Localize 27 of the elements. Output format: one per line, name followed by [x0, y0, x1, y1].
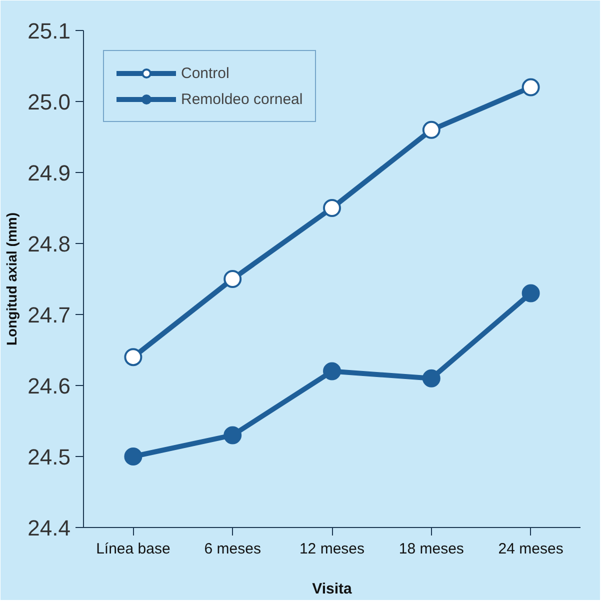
point [124, 448, 142, 466]
y-tick-label: 24.5 [28, 444, 71, 470]
point [522, 284, 540, 302]
x-axis-title: Visita [312, 580, 353, 598]
point [422, 120, 440, 139]
legend-label: Control [181, 64, 230, 82]
y-tick-label: 25.0 [28, 90, 71, 114]
y-tick-label: 24.6 [28, 374, 71, 398]
y-tick-label: 25.1 [28, 18, 71, 44]
y-tick-label: 24.9 [28, 160, 71, 186]
x-tick-label: 12 meses [299, 540, 365, 558]
point [323, 362, 341, 380]
x-tick-label: 6 meses [204, 540, 261, 558]
point [422, 369, 440, 388]
point [224, 270, 242, 288]
point [124, 348, 142, 366]
y-tick-label: 24.7 [28, 302, 71, 328]
x-tick-label: 18 meses [398, 540, 464, 558]
x-tick-label: Línea base [96, 540, 170, 558]
point [522, 78, 540, 96]
x-tick-label: 24 meses [498, 540, 564, 558]
point [224, 426, 242, 444]
legend-label: Remoldeo corneal [181, 90, 303, 108]
y-tick-label: 24.8 [28, 232, 71, 256]
y-tick-label: 24.4 [28, 516, 71, 540]
point [323, 199, 341, 217]
y-axis-title: Longitud axial (mm) [4, 212, 20, 346]
